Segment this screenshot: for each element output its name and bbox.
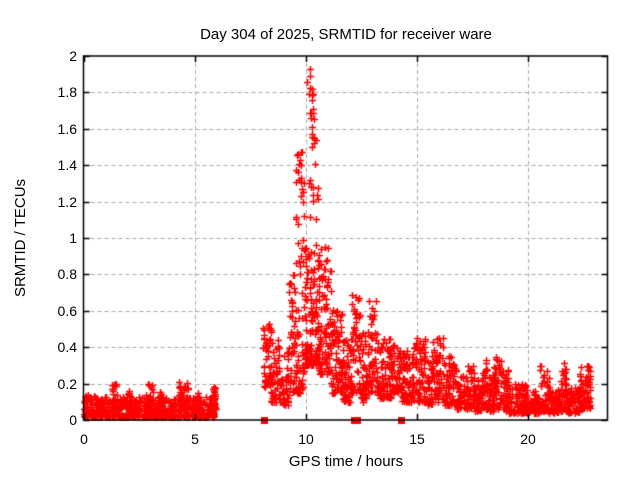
- y-tick-label: 0: [69, 412, 77, 428]
- x-tick-label: 0: [80, 431, 88, 447]
- x-axis-label: GPS time / hours: [288, 453, 404, 470]
- y-tick-label: 0.2: [57, 376, 77, 392]
- x-tick-label: 15: [409, 431, 425, 447]
- x-tick-label: 20: [520, 431, 536, 447]
- y-tick-label: 2: [69, 48, 77, 64]
- y-tick-label: 1.2: [57, 194, 77, 210]
- x-tick-label: 5: [191, 431, 199, 447]
- y-tick-label: 0.4: [57, 339, 77, 355]
- chart-title: Day 304 of 2025, SRMTID for receiver war…: [200, 26, 492, 43]
- x-tick-label: 10: [298, 431, 314, 447]
- y-tick-label: 1.6: [57, 121, 77, 137]
- y-tick-label: 0.8: [57, 266, 77, 282]
- y-tick-label: 0.6: [57, 303, 77, 319]
- y-tick-label: 1.8: [57, 84, 77, 100]
- y-tick-label: 1: [69, 230, 77, 246]
- y-tick-label: 1.4: [57, 157, 77, 173]
